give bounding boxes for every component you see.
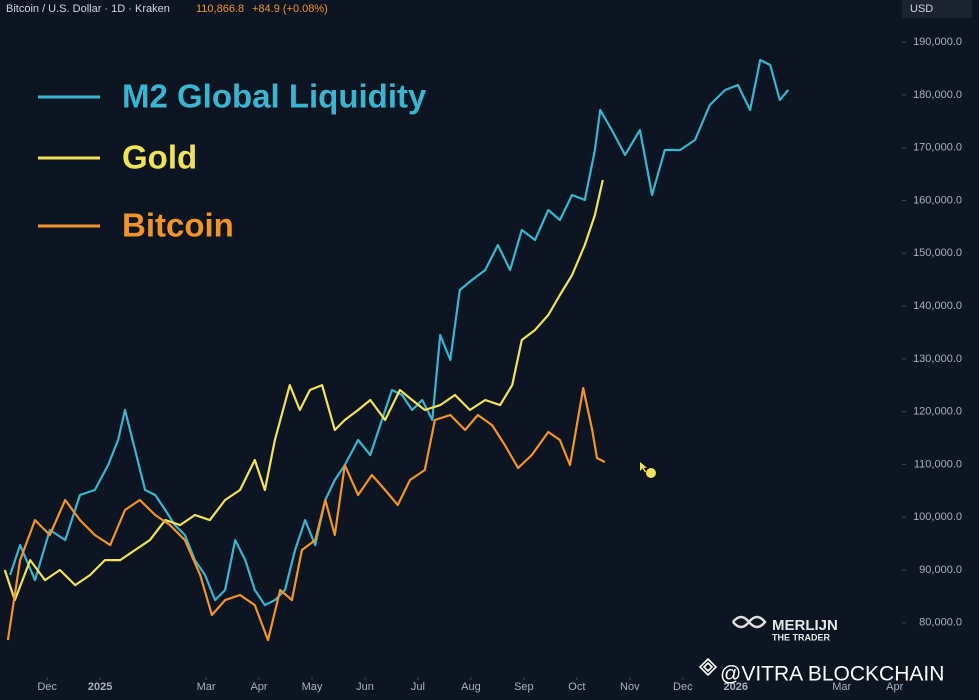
logo: MERLIJN THE TRADER (732, 615, 838, 642)
x-tick-label: May (302, 681, 323, 693)
y-tick-label: 120,000.0 (913, 406, 962, 418)
x-tick-label: Jul (411, 681, 425, 693)
y-tick-label: 80,000.0 (919, 617, 962, 629)
y-tick-label: 170,000.0 (913, 142, 962, 154)
change: +84.9 (+0.08%) (252, 3, 328, 15)
legend-label: Bitcoin (122, 207, 234, 244)
y-tick-label: 150,000.0 (913, 247, 962, 259)
y-tick-label: 140,000.0 (913, 300, 962, 312)
series-line (6, 387, 606, 642)
tagline: THE TRADER (772, 632, 830, 642)
x-tick-label: 2026 (724, 681, 748, 693)
credit: @VITRA BLOCKCHAIN (720, 663, 944, 686)
grid: 80,000.0 90,000.0 100,000.0 110,000.0 120,00… (37, 36, 962, 693)
symbol: Bitcoin / U.S. Dollar · 1D · Kraken (6, 3, 170, 15)
x-tick-label: Nov (620, 681, 640, 693)
x-tick-label: Mar (832, 681, 851, 693)
x-tick-label: Aug (461, 681, 481, 693)
legend-label: M2 Global Liquidity (122, 78, 427, 115)
x-tick-label: Sep (514, 681, 534, 693)
y-tick-label: 100,000.0 (913, 511, 962, 523)
plot (3, 58, 790, 642)
currency: USD (910, 3, 933, 15)
series-line (9, 58, 790, 607)
y-tick-label: 90,000.0 (919, 564, 962, 576)
logo-mark (732, 615, 767, 629)
series-line (3, 179, 604, 602)
y-tick-label: 130,000.0 (913, 353, 962, 365)
x-tick-label: Oct (568, 681, 585, 693)
currency-box (902, 0, 972, 18)
x-tick-label: Dec (37, 681, 57, 693)
x-tick-label: Dec (673, 681, 693, 693)
x-tick-label: Apr (886, 681, 903, 693)
price: 110,866.8 (196, 3, 244, 15)
credit-group: @VITRA BLOCKCHAIN (698, 657, 944, 686)
credit-icon (698, 657, 718, 677)
brand: MERLIJN (772, 617, 838, 634)
x-tick-label: 2025 (88, 681, 112, 693)
legend-label: Gold (122, 139, 197, 176)
x-tick-label: Apr (250, 681, 267, 693)
y-tick-label: 180,000.0 (913, 89, 962, 101)
y-tick-label: 110,000.0 (914, 458, 962, 470)
cursor-dot (646, 468, 656, 478)
y-tick-label: 190,000.0 (913, 36, 962, 48)
legend: M2 Global Liquidity Gold Bitcoin (38, 78, 427, 244)
y-tick-label: 160,000.0 (913, 194, 962, 206)
x-tick-label: Mar (197, 681, 216, 693)
cursor (640, 462, 647, 473)
x-tick-label: Jun (356, 681, 374, 693)
